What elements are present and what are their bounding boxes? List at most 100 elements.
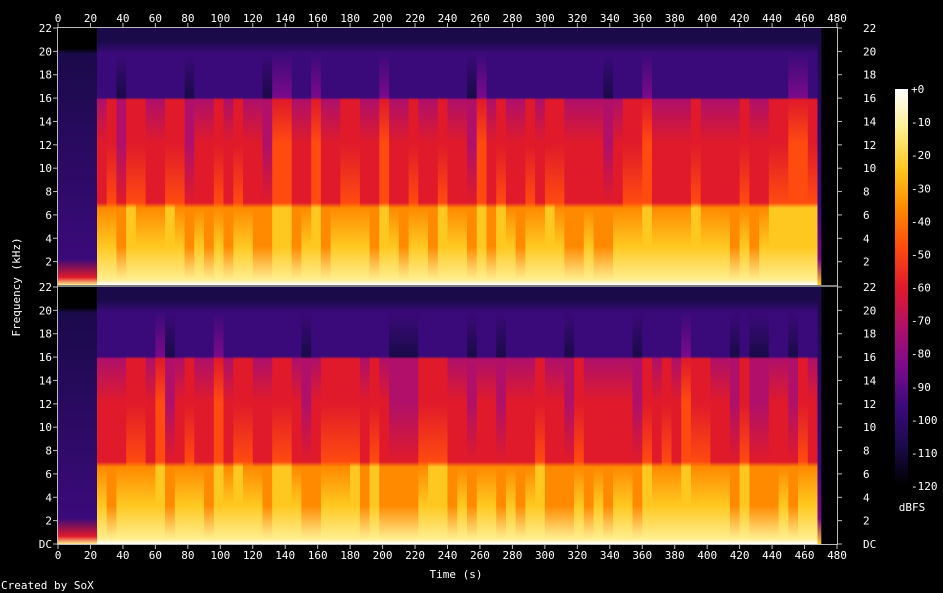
spectrogram-strip: [642, 287, 653, 544]
y-tick-label-right: 10: [863, 421, 876, 434]
y-tick-label-right: 12: [863, 398, 876, 411]
colorbar-tick-label: -20: [911, 149, 931, 162]
spectrogram-strip: [398, 28, 410, 285]
y-tick-label-right: 12: [863, 139, 876, 152]
spectrogram-strip: [798, 287, 809, 544]
spectrogram-strip: [389, 287, 400, 544]
spectrogram-strip: [311, 28, 322, 285]
spectrogram-strip: [77, 28, 88, 285]
x-tick-label-bottom: 440: [762, 549, 782, 562]
spectrogram-strip: [135, 28, 147, 285]
y-tick-label-left: 10: [39, 162, 52, 175]
y-tick-label-left: 12: [39, 139, 52, 152]
spectrogram-strip: [788, 28, 799, 285]
colorbar-tick-label: -80: [911, 348, 931, 361]
spectrogram-strip: [768, 287, 780, 544]
y-tick-label-right: 22: [863, 22, 876, 35]
spectrogram-strip: [398, 287, 410, 544]
x-tick-label-top: 380: [665, 12, 685, 25]
channel-2-plot: [58, 287, 837, 544]
spectrogram-strip: [476, 287, 487, 544]
spectrogram-strip: [243, 287, 254, 544]
spectrogram-strip: [457, 28, 468, 285]
spectrogram-strip: [116, 28, 127, 285]
spectrogram-strip: [613, 28, 624, 285]
spectrogram-strip: [350, 287, 361, 544]
spectrogram-strip: [447, 287, 458, 544]
spectrogram-strip: [67, 287, 78, 544]
x-tick-label-bottom: 180: [340, 549, 360, 562]
spectrogram-strip: [359, 287, 371, 544]
spectrogram-strip: [574, 28, 585, 285]
spectrogram-strip: [486, 28, 497, 285]
spectrogram-strip: [359, 28, 371, 285]
x-tick-label-bottom: 380: [665, 549, 685, 562]
colorbar-tick-label: -10: [911, 116, 931, 129]
spectrogram-strip: [428, 28, 439, 285]
y-axis-left: 2 4 6 8 10 12 14 16 18 20 22 DC 2 4 6 8 10 12 14 16 18 20 22: [39, 22, 57, 551]
spectrogram-strip: [320, 28, 332, 285]
y-tick-label-left: 8: [45, 445, 52, 458]
spectrogram-strip: [652, 287, 663, 544]
spectrogram-strip: [135, 287, 147, 544]
x-tick-label-bottom: 20: [84, 549, 97, 562]
colorbar-tick-label: -60: [911, 282, 931, 295]
spectrogram-strip: [155, 28, 166, 285]
spectrogram-strip: [106, 28, 117, 285]
colorbar-tick-label: -120: [911, 480, 938, 493]
y-tick-label-right: 20: [863, 304, 876, 317]
spectrogram-strip: [184, 287, 195, 544]
spectrogram-strip: [213, 287, 225, 544]
spectrogram-strip: [418, 28, 429, 285]
y-tick-label-right: 18: [863, 69, 876, 82]
y-tick-label-right: 8: [863, 445, 870, 458]
spectrogram-strip: [165, 287, 176, 544]
y-tick-label-left: 14: [39, 115, 53, 128]
spectrogram-strip: [593, 287, 604, 544]
spectrogram-strip: [593, 28, 604, 285]
x-axis-label: Time (s): [430, 568, 483, 581]
x-tick-label-bottom: 360: [632, 549, 652, 562]
colorbar: +0 -10 -20 -30 -40 -50 -60 -70 -80 -90 -100 -110 -12…: [895, 83, 938, 514]
spectrogram-strip: [437, 28, 449, 285]
spectrogram-strip: [97, 287, 108, 544]
y-tick-label-left: 18: [39, 69, 52, 82]
x-tick-label-bottom: 40: [116, 549, 129, 562]
spectrogram-strip: [778, 28, 789, 285]
x-tick-label-bottom: 260: [470, 549, 490, 562]
x-tick-label-bottom: 60: [149, 549, 162, 562]
x-tick-label-bottom: 480: [827, 549, 847, 562]
colorbar-tick-label: -90: [911, 381, 931, 394]
spectrogram-strip: [642, 28, 653, 285]
x-tick-label-top: 240: [438, 12, 458, 25]
y-tick-label-left: 20: [39, 45, 52, 58]
spectrogram-strip: [340, 28, 351, 285]
colorbar-tick-label: -70: [911, 315, 931, 328]
spectrogram-strip: [749, 287, 760, 544]
spectrogram-strip: [87, 28, 98, 285]
spectrogram-strip: [603, 287, 614, 544]
spectrogram-strip: [291, 28, 302, 285]
colorbar-tick-label: -50: [911, 248, 931, 261]
x-tick-label-top: 360: [632, 12, 652, 25]
x-tick-label-top: 400: [697, 12, 717, 25]
spectrogram-strip: [807, 28, 819, 285]
x-tick-label-bottom: 200: [373, 549, 393, 562]
spectrogram-strip: [145, 28, 156, 285]
spectrogram-strip: [486, 287, 497, 544]
channel-1-plot: [58, 28, 837, 285]
spectrogram-strip: [252, 28, 264, 285]
sox-credit: Created by SoX: [1, 579, 94, 592]
spectrogram-strip: [447, 28, 458, 285]
spectrogram-strip: [457, 287, 468, 544]
y-tick-label-left: 2: [45, 256, 52, 269]
spectrogram-strip: [700, 28, 711, 285]
spectrogram-strip: [272, 287, 283, 544]
spectrogram-strip: [700, 287, 711, 544]
spectrogram-strip: [729, 287, 741, 544]
spectrogram-strip: [126, 28, 137, 285]
spectrogram-strip: [505, 28, 517, 285]
x-tick-label-bottom: 240: [438, 549, 458, 562]
colorbar-gradient: [895, 89, 908, 486]
spectrogram-strip: [67, 28, 78, 285]
